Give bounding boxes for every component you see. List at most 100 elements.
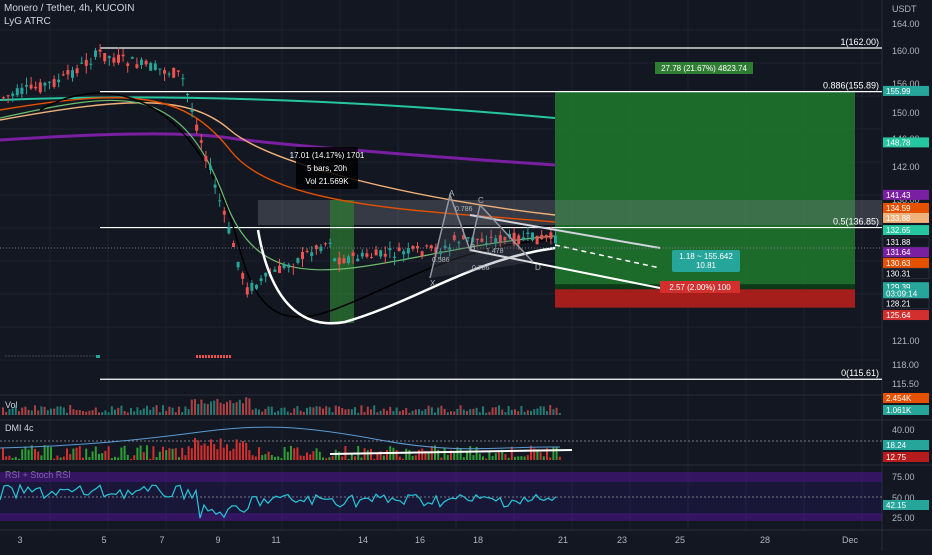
volume-bar [290,412,292,415]
candle-body [158,68,162,70]
volume-bar [318,406,321,415]
pattern-point-X: X [430,279,436,288]
volume-bar [203,403,206,415]
candle-body [310,252,314,256]
price-badge [883,212,929,223]
volume-bar [133,411,136,415]
candle-body [328,242,332,244]
target-label: 27.78 (21.67%) 4823.74 [661,64,747,73]
dmi-bar [213,443,216,460]
volume-bar [363,412,366,415]
price-badge-text: 128.21 [886,300,911,309]
dmi-bar [136,447,139,460]
trend-lower [469,249,661,289]
dmi-bar [427,451,430,460]
signal-marker-dim [35,355,37,357]
dmi-bar [82,457,84,460]
volume-bar [130,407,132,415]
candle-body [314,245,318,250]
x-tick-label: 14 [358,535,368,545]
dmi-bar [43,445,46,460]
fib-label: 1(162.00) [840,37,879,47]
dmi-bar [248,450,251,460]
volume-bar [286,411,289,415]
signal-marker-dim [5,355,7,357]
volume-badge [883,393,929,403]
pattern-point-C: C [478,196,484,205]
candle-body [176,70,180,72]
ma-purple [0,132,556,167]
price-badge [883,189,929,200]
volume-bar [27,409,30,415]
price-badge [883,288,929,299]
candle-body [287,264,291,268]
candle-body [452,235,456,240]
volume-bar [424,409,427,415]
price-badge-text: 129.39 [886,283,911,292]
dmi-bar [331,456,334,460]
dmi-bar [475,446,478,460]
dmi-bar [299,455,302,460]
candle-body [388,248,392,251]
volume-bar [270,406,273,415]
volume-bar [107,412,110,415]
dmi-bar [101,453,104,460]
volume-bar [296,406,299,415]
candle-body [448,247,452,250]
price-badge-text: 141.43 [886,191,911,200]
candle-body [172,67,176,78]
price-tick-label: 142.00 [892,162,920,172]
volume-bar [504,412,507,415]
ma-black [39,92,556,318]
target-label-box [655,62,753,74]
dmi-bar [520,456,523,460]
dmi-bar [283,447,286,460]
price-badge [882,268,930,280]
dmi-bar [478,453,481,460]
volume-bar [405,408,408,415]
volume-bar [530,410,532,415]
volume-bar [536,408,539,415]
dmi-bar [302,455,305,460]
dmi-bar [261,455,264,460]
volume-bar [101,412,104,415]
rsi-oversold-band [0,513,882,521]
price-badge-text: 130.63 [886,259,911,268]
signal-marker-dim [53,355,55,357]
dmi-bar [165,450,168,460]
dmi-bar [514,456,516,460]
dmi-bar [206,445,209,460]
stop-zone [555,289,855,308]
dmi-bar [437,449,440,460]
price-badge [883,202,929,213]
dmi-bar [30,445,33,460]
price-badge-text: 03:09:14 [886,290,918,299]
dmi-bar [66,448,68,460]
volume-bar [242,403,244,415]
volume-bar [280,407,283,415]
dmi-bar [443,447,446,460]
candle-body [38,82,42,93]
dmi-bar [126,454,129,460]
signal-marker-dim [38,355,40,357]
price-tick-label: 121.00 [892,336,920,346]
dmi-bar [117,457,120,460]
dmi-bar [360,457,363,460]
candle-body [195,124,199,131]
dmi-bar [114,456,116,460]
dmi-bar [187,446,190,460]
volume-bar [258,409,260,415]
signal-marker [229,355,231,358]
dmi-badge [883,440,929,450]
volume-bar [120,405,123,415]
candle-body [209,165,212,170]
volume-bar [75,409,78,415]
volume-bar [456,408,459,415]
volume-bar [72,409,75,415]
fib-label: 0.5(136.85) [833,217,879,227]
price-badge [882,298,930,310]
volume-bar [360,405,363,415]
x-tick-label: 11 [271,535,280,545]
